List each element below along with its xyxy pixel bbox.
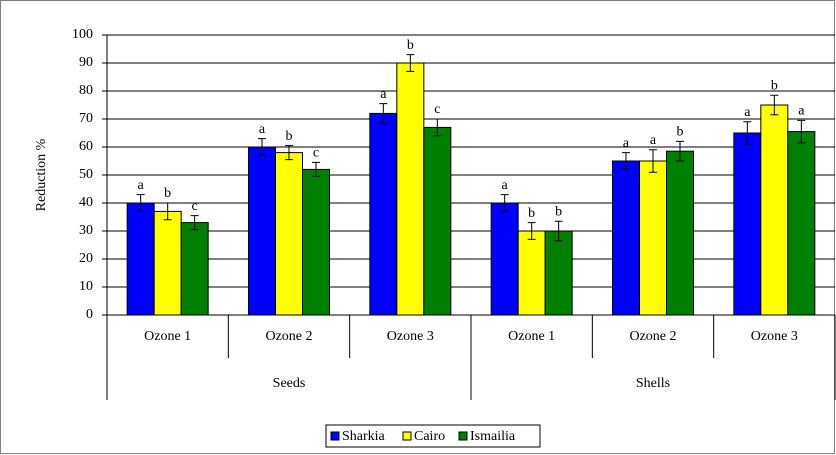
- significance-letter: c: [313, 146, 319, 161]
- group-label: Shells: [636, 376, 670, 391]
- y-tick-label: 20: [79, 251, 93, 266]
- x-tick-label: Ozone 2: [629, 329, 676, 344]
- significance-letter: b: [677, 125, 684, 140]
- significance-letter: a: [744, 105, 751, 120]
- significance-letter: b: [286, 129, 293, 144]
- significance-letter: b: [771, 78, 778, 93]
- x-tick-label: Ozone 3: [387, 329, 434, 344]
- legend-swatch: [330, 431, 340, 441]
- bar: [180, 222, 209, 316]
- y-tick-label: 100: [72, 27, 93, 42]
- group-label: Seeds: [273, 376, 306, 391]
- significance-letter: a: [798, 104, 805, 119]
- error-bar: [554, 220, 563, 242]
- significance-letter: a: [623, 136, 630, 151]
- significance-letter: b: [555, 204, 562, 219]
- y-tick-label: 50: [79, 167, 93, 182]
- y-tick-label: 90: [79, 55, 93, 70]
- significance-letter: a: [380, 87, 387, 102]
- y-tick-label: 80: [79, 83, 93, 98]
- significance-letter: a: [502, 178, 509, 193]
- bar: [275, 152, 303, 316]
- bar: [126, 202, 155, 316]
- error-bar: [676, 140, 684, 162]
- y-tick-label: 0: [86, 307, 93, 322]
- x-tick-label: Ozone 3: [751, 329, 798, 344]
- significance-letter: b: [528, 206, 535, 221]
- legend-label: Sharkia: [342, 429, 386, 444]
- error-bar: [622, 152, 630, 170]
- legend-swatch: [402, 431, 412, 441]
- error-bar: [433, 118, 442, 137]
- x-tick-label: Ozone 1: [508, 329, 555, 344]
- bar: [248, 146, 276, 316]
- error-bar: [406, 54, 415, 72]
- significance-letter: c: [192, 199, 198, 214]
- error-bar: [500, 194, 509, 212]
- error-bar: [797, 119, 806, 144]
- legend-label: Cairo: [414, 429, 445, 444]
- error-bar: [770, 94, 779, 116]
- bar: [490, 202, 519, 316]
- significance-letter: c: [434, 102, 440, 117]
- significance-letter: b: [164, 186, 171, 201]
- bar: [666, 150, 694, 316]
- error-bar: [258, 138, 266, 156]
- y-tick-label: 70: [79, 111, 93, 126]
- bar: [612, 160, 640, 316]
- bar: [153, 210, 182, 316]
- error-bar: [163, 202, 172, 221]
- significance-letter: a: [259, 122, 266, 137]
- error-bar: [743, 121, 752, 145]
- significance-letter: a: [138, 178, 145, 193]
- bar: [396, 62, 425, 316]
- x-tick-label: Ozone 1: [144, 329, 191, 344]
- significance-letter: a: [650, 133, 657, 148]
- y-tick-label: 10: [79, 279, 93, 294]
- error-bar: [312, 161, 320, 177]
- error-bar: [379, 103, 388, 124]
- x-tick-label: Ozone 2: [265, 329, 312, 344]
- y-axis-label: Reduction %: [34, 138, 49, 211]
- legend-frame: [325, 424, 541, 448]
- error-bar: [190, 215, 199, 231]
- legend-swatch: [458, 431, 468, 441]
- bar: [639, 160, 667, 316]
- y-tick-label: 60: [79, 139, 93, 154]
- bar: [302, 168, 330, 316]
- bar: [369, 112, 398, 316]
- y-tick-label: 30: [79, 223, 93, 238]
- bar: [787, 131, 816, 316]
- bar: [517, 230, 546, 316]
- bar: [544, 230, 573, 316]
- error-bar: [285, 145, 293, 161]
- bar: [760, 104, 789, 316]
- bar: [733, 132, 762, 316]
- error-bar: [527, 222, 536, 240]
- bar: [423, 126, 452, 316]
- legend-label: Ismailia: [470, 429, 516, 444]
- y-tick-label: 40: [79, 195, 93, 210]
- significance-letter: b: [407, 38, 414, 53]
- error-bar: [649, 149, 657, 173]
- error-bar: [136, 194, 145, 212]
